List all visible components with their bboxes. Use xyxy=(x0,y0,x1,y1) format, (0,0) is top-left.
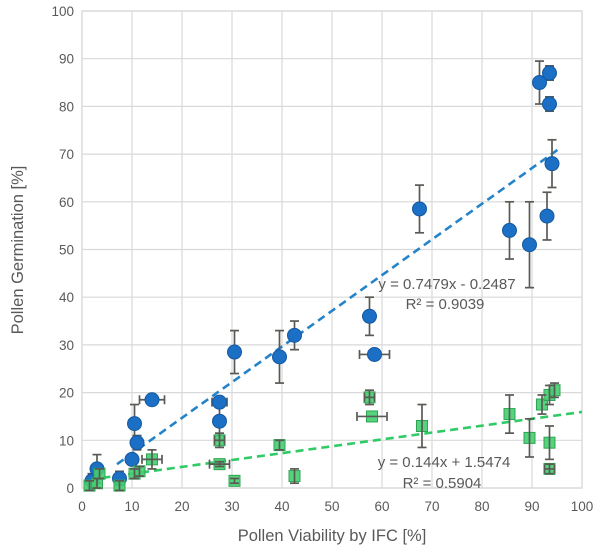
blue-data-point xyxy=(144,392,160,408)
y-axis-title: Pollen Germination [%] xyxy=(9,166,27,335)
green-trendline-equation: y = 0.144x + 1.5474 xyxy=(378,454,511,471)
y-tick-label: 10 xyxy=(59,433,74,448)
y-tick-label: 30 xyxy=(59,338,74,353)
blue-data-point xyxy=(539,208,555,224)
y-tick-label: 40 xyxy=(59,290,74,305)
y-tick-label: 50 xyxy=(59,243,74,258)
blue-data-point xyxy=(542,65,557,81)
x-tick-label: 50 xyxy=(324,499,339,514)
x-tick-label: 70 xyxy=(424,499,439,514)
plot-area-border xyxy=(81,10,583,489)
blue-data-point xyxy=(367,346,382,362)
trendlines xyxy=(89,147,583,481)
blue-data-point xyxy=(227,344,242,360)
y-tick-label: 90 xyxy=(59,52,74,67)
blue-data-point xyxy=(212,394,227,410)
blue-data-point xyxy=(412,201,427,217)
x-tick-label: 10 xyxy=(124,499,139,514)
green-trendline xyxy=(89,410,583,481)
blue-trendline-r-squared: R² = 0.9039 xyxy=(406,296,485,313)
blue-data-point xyxy=(272,349,287,365)
x-tick-label: 30 xyxy=(224,499,239,514)
blue-data-point xyxy=(212,413,227,429)
blue-data-point xyxy=(124,451,140,467)
data-points xyxy=(83,60,561,492)
x-tick-label: 20 xyxy=(174,499,189,514)
x-tick-label: 60 xyxy=(374,499,389,514)
y-tick-label: 100 xyxy=(51,4,74,19)
axis-tick-labels: 0 10 20 30 40 50 60 70 80 90 100 0 10 20 30 40 50 60 70 80 9… xyxy=(51,4,593,514)
blue-data-point xyxy=(129,435,145,451)
y-tick-label: 80 xyxy=(59,99,74,114)
blue-data-point xyxy=(127,416,142,432)
blue-data-point xyxy=(542,96,557,112)
blue-data-point xyxy=(287,327,302,343)
x-tick-label: 0 xyxy=(78,499,86,514)
blue-trendline xyxy=(116,147,561,466)
x-tick-label: 40 xyxy=(274,499,289,514)
green-trendline-r-squared: R² = 0.5904 xyxy=(403,475,482,492)
blue-data-point xyxy=(544,156,560,172)
blue-trendline-equation: y = 0.7479x - 0.2487 xyxy=(378,276,515,293)
blue-data-point xyxy=(522,237,537,253)
x-tick-label: 80 xyxy=(474,499,489,514)
trendline-equations: y = 0.7479x - 0.2487 R² = 0.9039 y = 0.144… xyxy=(378,276,516,492)
y-tick-label: 70 xyxy=(59,147,74,162)
y-tick-label: 60 xyxy=(59,195,74,210)
y-tick-label: 20 xyxy=(59,386,74,401)
x-axis-title: Pollen Viability by IFC [%] xyxy=(238,527,427,545)
blue-data-point xyxy=(532,75,547,91)
x-tick-label: 100 xyxy=(571,499,594,514)
x-tick-label: 90 xyxy=(524,499,539,514)
blue-data-point xyxy=(362,308,377,324)
y-tick-label: 0 xyxy=(66,481,74,496)
blue-data-point xyxy=(502,222,517,238)
